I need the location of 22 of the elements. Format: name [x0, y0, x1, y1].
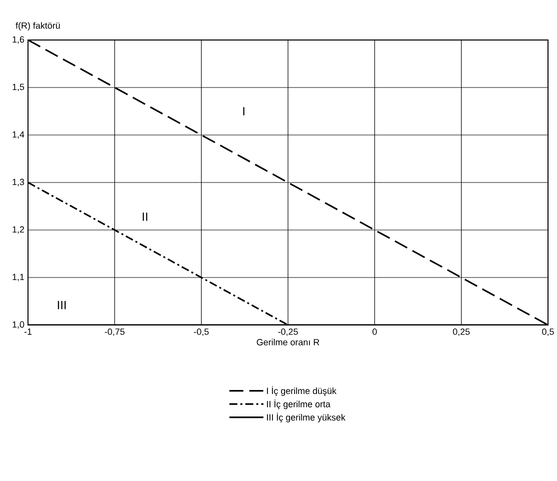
x-tick-label: 0,25: [452, 328, 470, 336]
y-tick-label: 1,6: [12, 36, 24, 44]
legend-label: II İç gerilme orta: [267, 399, 330, 410]
y-axis-title: f(R) faktörü: [16, 22, 60, 31]
x-axis-title: Gerilme oranı R: [256, 338, 320, 346]
annotation: II: [142, 212, 148, 221]
y-tick-label: 1,2: [12, 226, 24, 234]
annotation: III: [58, 300, 66, 310]
x-tick-label: -1: [24, 328, 32, 335]
y-tick-label: 1,0: [12, 321, 24, 329]
x-tick-label: -0,75: [104, 328, 125, 336]
legend-label: III İç gerilme yüksek: [267, 412, 346, 422]
y-tick-label: 1,4: [12, 131, 24, 139]
x-tick-label: -0,25: [278, 328, 298, 336]
x-tick-label: 0: [372, 328, 377, 335]
y-tick-label: 1,1: [12, 274, 24, 282]
annotation: I: [243, 107, 244, 116]
y-tick-label: 1,5: [12, 84, 24, 92]
x-tick-label: 0,5: [542, 328, 554, 336]
y-tick-label: 1,3: [12, 178, 24, 186]
legend-label: I İç gerilme düşük: [267, 386, 336, 396]
x-tick-label: -0,5: [194, 328, 209, 336]
